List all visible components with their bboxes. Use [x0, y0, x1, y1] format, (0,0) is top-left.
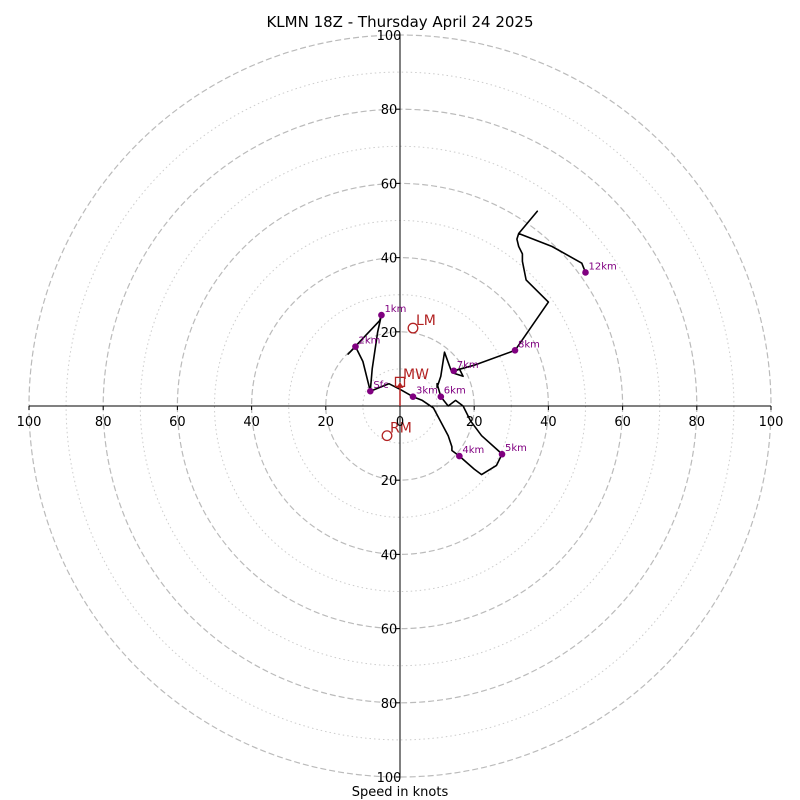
height-label-7km: 7km — [457, 360, 479, 371]
x-tick-label: 0 — [396, 415, 404, 430]
x-tick-label: 80 — [95, 415, 112, 430]
height-marker-2km — [352, 343, 359, 350]
x-tick-label: 40 — [243, 415, 260, 430]
x-tick-label: 40 — [540, 415, 557, 430]
chart-title: KLMN 18Z - Thursday April 24 2025 — [266, 13, 533, 31]
x-tick-label: 60 — [169, 415, 186, 430]
storm-motion-label-lm: LM — [416, 313, 436, 329]
height-label-6km: 6km — [444, 386, 466, 397]
storm-motion-layer: LM MW RM — [381, 313, 436, 442]
x-tick-label: 80 — [689, 415, 706, 430]
height-label-8km: 8km — [518, 339, 540, 350]
storm-motion-label-rm: RM — [390, 421, 412, 437]
storm-motion-label-mw: MW — [403, 367, 429, 383]
x-tick-label: 100 — [17, 415, 42, 430]
height-label-3km: 3km — [416, 386, 438, 397]
height-label-2km: 2km — [358, 336, 380, 347]
y-tick-label: 80 — [381, 103, 398, 118]
height-marker-5km — [498, 450, 506, 458]
y-tick-label: 40 — [381, 252, 398, 267]
x-tick-label: 20 — [318, 415, 335, 430]
height-marker-12km — [582, 269, 589, 276]
tick-label-layer: 100 80 60 40 20 0 20 40 60 80 100 100 80 60 40 20 20 40 60… — [17, 29, 784, 786]
storm-motion-rm — [381, 430, 393, 442]
y-tick-label: 60 — [381, 623, 398, 638]
height-marker-3km — [409, 393, 417, 401]
x-tick-label: 60 — [614, 415, 631, 430]
x-axis-label: Speed in knots — [352, 785, 449, 800]
storm-motion-mw — [394, 376, 406, 388]
y-tick-label: 100 — [377, 29, 402, 44]
height-marker-8km — [511, 347, 519, 354]
height-marker-4km — [456, 452, 463, 460]
y-tick-label: 20 — [381, 326, 398, 341]
height-marker-6km — [437, 393, 445, 401]
height-marker-7km — [450, 367, 458, 375]
x-tick-label: 20 — [466, 415, 483, 430]
hodograph-line — [347, 210, 587, 476]
y-tick-label: 100 — [377, 771, 402, 786]
height-label-1km: 1km — [384, 304, 406, 315]
height-label-sfc: Sfc — [373, 380, 388, 391]
hodograph-trace-layer — [347, 210, 587, 476]
storm-motion-lm — [407, 322, 419, 334]
height-label-12km: 12km — [589, 261, 617, 272]
y-tick-label: 20 — [381, 474, 398, 489]
height-marker-layer: Sfc 1km 2km 3km 4km 5km 6km 7km 8km 12km — [352, 261, 617, 460]
y-tick-label: 80 — [381, 697, 398, 712]
height-label-5km: 5km — [505, 443, 527, 454]
height-marker-sfc — [367, 387, 374, 395]
y-tick-label: 40 — [381, 548, 398, 563]
height-label-4km: 4km — [462, 445, 484, 456]
x-tick-label: 100 — [759, 415, 784, 430]
height-marker-1km — [378, 311, 385, 319]
y-tick-label: 60 — [381, 177, 398, 192]
